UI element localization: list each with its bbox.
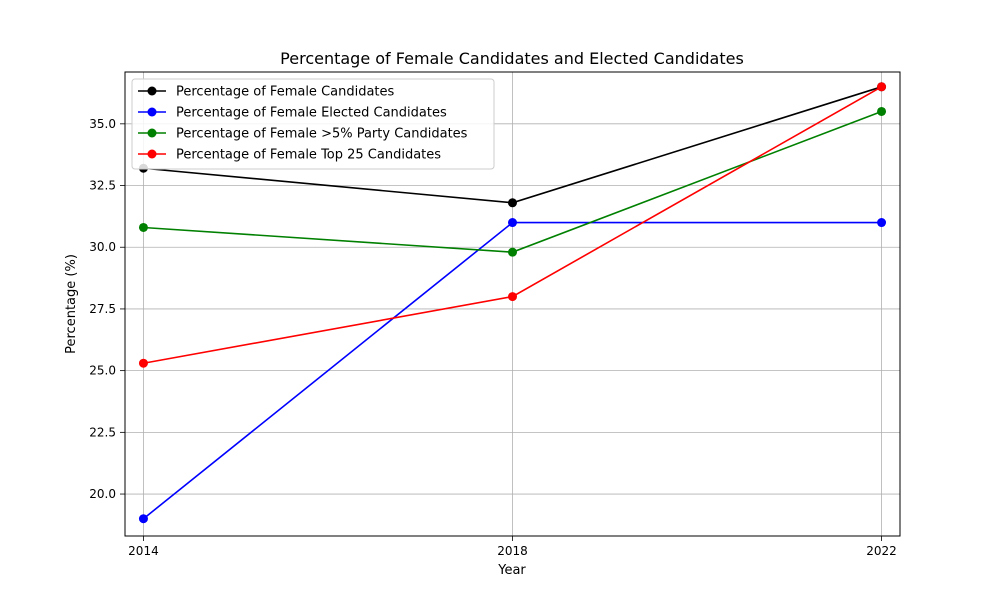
data-point xyxy=(877,82,887,92)
legend-marker xyxy=(147,128,157,138)
y-tick-label: 35.0 xyxy=(89,117,116,131)
legend-entry: Percentage of Female Elected Candidates xyxy=(176,106,447,121)
y-tick-label: 22.5 xyxy=(89,425,116,439)
legend-marker xyxy=(147,107,157,117)
legend-entry: Percentage of Female >5% Party Candidate… xyxy=(176,127,468,142)
y-tick-label: 32.5 xyxy=(89,179,116,193)
data-point xyxy=(877,106,887,116)
legend: Percentage of Female Candidates Percentag… xyxy=(131,78,495,170)
legend-marker xyxy=(147,149,157,159)
legend-entry: Percentage of Female Top 25 Candidates xyxy=(176,148,441,163)
grid-lines xyxy=(125,72,900,536)
data-point xyxy=(138,358,148,368)
data-point xyxy=(877,218,887,228)
data-point xyxy=(138,222,148,232)
y-tick-label: 27.5 xyxy=(89,302,116,316)
data-point xyxy=(508,198,517,208)
data-point xyxy=(508,218,517,228)
y-tick-label: 20.0 xyxy=(89,487,116,501)
legend-entry: Percentage of Female Candidates xyxy=(176,85,395,100)
data-point xyxy=(508,247,517,257)
y-axis-label: Percentage (%) xyxy=(64,254,79,354)
data-point xyxy=(138,514,148,524)
y-axis-ticks: 20.0 22.5 25.0 27.5 30.0 32.5 35.0 xyxy=(89,117,125,501)
data-point xyxy=(508,292,517,302)
legend-box xyxy=(131,78,495,170)
chart-title: Percentage of Female Candidates and Elec… xyxy=(280,49,744,68)
x-tick-label: 2022 xyxy=(866,544,897,558)
x-axis-label: Year xyxy=(497,563,526,578)
y-tick-label: 30.0 xyxy=(89,240,116,254)
y-tick-label: 25.0 xyxy=(89,364,116,378)
x-axis-ticks: 2014 2018 2022 xyxy=(128,536,897,558)
legend-marker xyxy=(147,86,157,96)
x-tick-label: 2018 xyxy=(497,544,528,558)
x-tick-label: 2014 xyxy=(128,544,159,558)
